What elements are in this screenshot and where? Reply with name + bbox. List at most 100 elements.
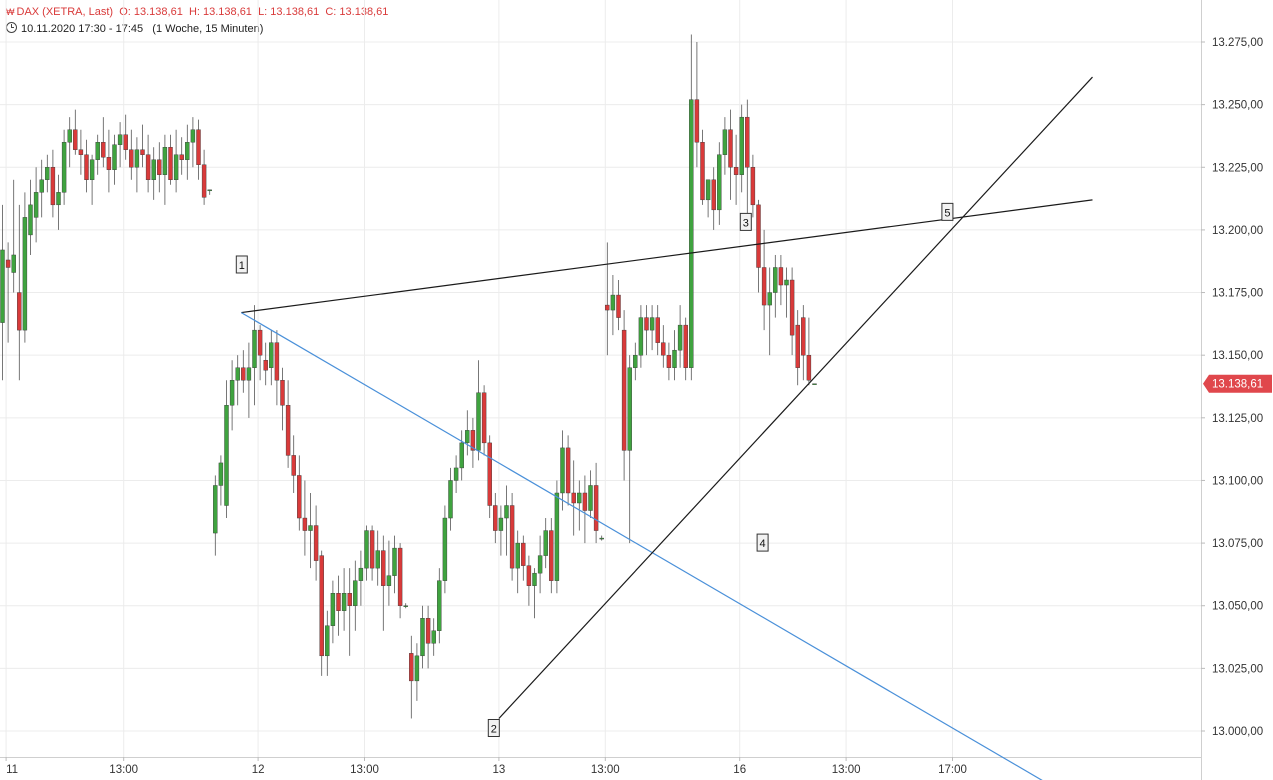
wave-label-box[interactable] (756, 533, 769, 552)
candle-body[interactable] (700, 142, 705, 201)
candle-body[interactable] (297, 475, 302, 519)
candle-body[interactable] (28, 204, 33, 236)
candle-body[interactable] (638, 317, 644, 356)
candle-body[interactable] (280, 380, 285, 406)
candle-body[interactable] (168, 147, 173, 181)
candle-body[interactable] (353, 580, 358, 606)
candle-body[interactable] (145, 154, 151, 180)
candle-body[interactable] (661, 342, 666, 356)
candle-body[interactable] (767, 292, 772, 306)
candle-body[interactable] (644, 317, 649, 331)
candle-body[interactable] (677, 324, 683, 351)
candle-body[interactable] (414, 655, 420, 682)
candle-body[interactable] (179, 154, 184, 160)
candle-body[interactable] (39, 179, 44, 193)
candle-body[interactable] (789, 279, 795, 336)
candle-body[interactable] (509, 505, 515, 569)
candle-body[interactable] (201, 164, 207, 198)
candle-body[interactable] (481, 392, 487, 444)
candle-body[interactable] (207, 189, 212, 192)
candle-body[interactable] (61, 142, 67, 193)
candle-body[interactable] (67, 129, 72, 143)
candle-body[interactable] (358, 567, 364, 581)
candle-body[interactable] (801, 317, 806, 356)
candle-body[interactable] (134, 149, 140, 168)
candle-body[interactable] (806, 354, 812, 381)
candle-body[interactable] (655, 317, 660, 343)
candle-body[interactable] (728, 129, 733, 168)
candle-body[interactable] (571, 492, 576, 504)
candle-body[interactable] (694, 99, 700, 143)
candle-body[interactable] (453, 467, 459, 481)
candle-body[interactable] (112, 144, 117, 170)
candle-body[interactable] (269, 342, 274, 368)
candle-body[interactable] (778, 267, 784, 286)
candle-body[interactable] (521, 542, 526, 566)
candle-body[interactable] (381, 550, 386, 586)
candle-body[interactable] (672, 349, 677, 368)
candle-body[interactable] (605, 304, 610, 311)
candle-body[interactable] (50, 167, 56, 206)
wave-label-box[interactable] (487, 718, 500, 737)
candle-body[interactable] (812, 383, 817, 385)
candle-body[interactable] (241, 367, 246, 381)
candle-body[interactable] (425, 618, 431, 644)
candle-body[interactable] (213, 485, 218, 534)
candle-body[interactable] (308, 525, 313, 531)
candle-body[interactable] (246, 367, 252, 381)
candle-body[interactable] (252, 329, 257, 368)
candle-body[interactable] (78, 149, 84, 155)
candle-body[interactable] (403, 605, 408, 607)
candle-body[interactable] (347, 593, 352, 606)
candle-body[interactable] (610, 294, 616, 311)
candle-body[interactable] (459, 442, 464, 469)
candle-body[interactable] (157, 159, 162, 175)
candle-body[interactable] (504, 505, 509, 519)
candle-body[interactable] (325, 625, 330, 657)
candle-body[interactable] (420, 618, 425, 657)
candle-body[interactable] (140, 149, 145, 155)
candle-body[interactable] (616, 294, 621, 318)
candle-body[interactable] (582, 492, 588, 511)
candle-body[interactable] (633, 354, 638, 368)
candle-body[interactable] (543, 530, 548, 556)
candle-body[interactable] (196, 129, 201, 165)
candle-body[interactable] (711, 179, 716, 211)
candle-body[interactable] (285, 405, 291, 456)
candle-body[interactable] (549, 530, 554, 581)
candle-body[interactable] (705, 179, 711, 201)
candle-body[interactable] (56, 192, 61, 206)
candle-body[interactable] (117, 134, 123, 145)
candle-body[interactable] (689, 99, 694, 368)
candle-body[interactable] (22, 217, 28, 331)
candle-body[interactable] (89, 159, 95, 180)
candle-body[interactable] (33, 192, 39, 218)
trendline[interactable] (241, 199, 1093, 314)
candle-body[interactable] (493, 505, 498, 531)
candle-body[interactable] (577, 492, 582, 504)
candle-body[interactable] (45, 167, 50, 180)
candle-body[interactable] (95, 142, 100, 160)
candle-body[interactable] (588, 485, 593, 511)
candle-body[interactable] (369, 530, 375, 569)
candle-body[interactable] (364, 530, 369, 569)
candle-body[interactable] (476, 392, 481, 451)
candle-body[interactable] (465, 430, 470, 444)
candle-body[interactable] (173, 154, 179, 180)
candle-body[interactable] (599, 537, 604, 540)
candle-body[interactable] (319, 555, 324, 657)
candle-body[interactable] (386, 575, 392, 586)
candle-body[interactable] (560, 447, 565, 494)
candle-body[interactable] (621, 329, 627, 451)
candle-body[interactable] (229, 380, 235, 406)
candle-body[interactable] (717, 154, 722, 211)
candle-body[interactable] (756, 204, 761, 268)
candle-body[interactable] (750, 167, 756, 206)
candle-body[interactable] (448, 480, 453, 519)
candle-body[interactable] (235, 367, 240, 381)
candle-body[interactable] (123, 134, 128, 150)
candle-body[interactable] (795, 324, 800, 368)
candle-body[interactable] (784, 279, 789, 286)
candle-body[interactable] (302, 517, 308, 531)
